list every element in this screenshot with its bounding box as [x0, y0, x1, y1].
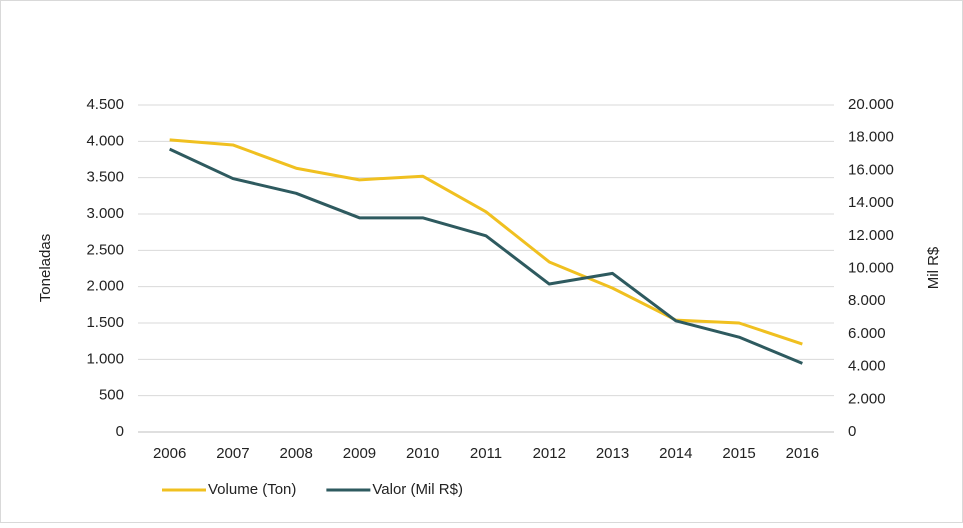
y-tick-label: 4.000: [86, 132, 124, 149]
y2-tick-label: 16.000: [848, 161, 894, 178]
y-tick-label: 4.500: [86, 96, 124, 113]
y2-tick-label: 0: [848, 423, 856, 440]
y2-tick-label: 20.000: [848, 96, 894, 113]
y-tick-label: 3.500: [86, 169, 124, 186]
y2-tick-label: 14.000: [848, 194, 894, 211]
x-tick-label: 2013: [596, 445, 629, 462]
x-tick-label: 2008: [279, 445, 312, 462]
x-tick-label: 2010: [406, 445, 439, 462]
x-tick-label: 2009: [343, 445, 376, 462]
x-tick-label: 2014: [659, 445, 692, 462]
legend-label: Valor (Mil R$): [372, 481, 463, 498]
x-tick-label: 2012: [533, 445, 566, 462]
y-tick-label: 0: [116, 423, 124, 440]
x-tick-label: 2015: [722, 445, 755, 462]
y-tick-label: 1.000: [86, 350, 124, 367]
y2-tick-label: 2.000: [848, 390, 886, 407]
legend-label: Volume (Ton): [208, 481, 296, 498]
x-tick-label: 2011: [470, 445, 502, 462]
x-tick-label: 2007: [216, 445, 249, 462]
y2-tick-label: 12.000: [848, 227, 894, 244]
y2-tick-label: 4.000: [848, 358, 886, 375]
y-tick-label: 500: [99, 387, 124, 404]
x-tick-label: 2006: [153, 445, 186, 462]
x-tick-label: 2016: [786, 445, 819, 462]
line-series: [169, 147, 803, 365]
y2-tick-label: 6.000: [848, 325, 886, 342]
y-tick-label: 3.000: [86, 205, 124, 222]
y-tick-label: 2.000: [86, 278, 124, 295]
y2-axis-label: Mil R$: [925, 246, 942, 289]
y2-tick-label: 10.000: [848, 259, 894, 276]
y-axis-label: Toneladas: [37, 234, 54, 302]
line-series: [169, 138, 803, 346]
y-tick-label: 1.500: [86, 314, 124, 331]
y2-tick-label: 8.000: [848, 292, 886, 309]
y-tick-label: 2.500: [86, 241, 124, 258]
y2-tick-label: 18.000: [848, 129, 894, 146]
